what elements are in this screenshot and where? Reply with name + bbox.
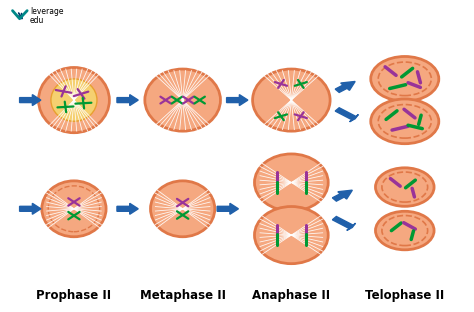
Ellipse shape	[375, 168, 434, 206]
FancyArrow shape	[335, 108, 358, 122]
FancyArrow shape	[335, 81, 355, 92]
Ellipse shape	[253, 69, 330, 131]
Ellipse shape	[255, 154, 328, 211]
Ellipse shape	[255, 207, 328, 264]
Ellipse shape	[375, 211, 434, 250]
FancyArrow shape	[19, 95, 41, 105]
FancyArrow shape	[217, 203, 238, 214]
FancyArrow shape	[117, 95, 138, 105]
Ellipse shape	[42, 181, 106, 237]
Ellipse shape	[371, 99, 439, 144]
Ellipse shape	[38, 67, 109, 133]
Text: leverage: leverage	[30, 7, 64, 16]
FancyArrow shape	[332, 190, 352, 201]
Text: Prophase II: Prophase II	[36, 289, 111, 302]
Text: Metaphase II: Metaphase II	[140, 289, 226, 302]
Text: Telophase II: Telophase II	[365, 289, 445, 302]
FancyArrow shape	[227, 95, 248, 105]
FancyArrow shape	[332, 217, 356, 231]
Ellipse shape	[145, 69, 220, 131]
Ellipse shape	[371, 56, 439, 101]
Text: edu: edu	[30, 16, 45, 25]
FancyArrow shape	[19, 203, 41, 214]
Ellipse shape	[151, 181, 215, 237]
Ellipse shape	[51, 79, 97, 121]
FancyArrow shape	[117, 203, 138, 214]
Text: Anaphase II: Anaphase II	[252, 289, 330, 302]
